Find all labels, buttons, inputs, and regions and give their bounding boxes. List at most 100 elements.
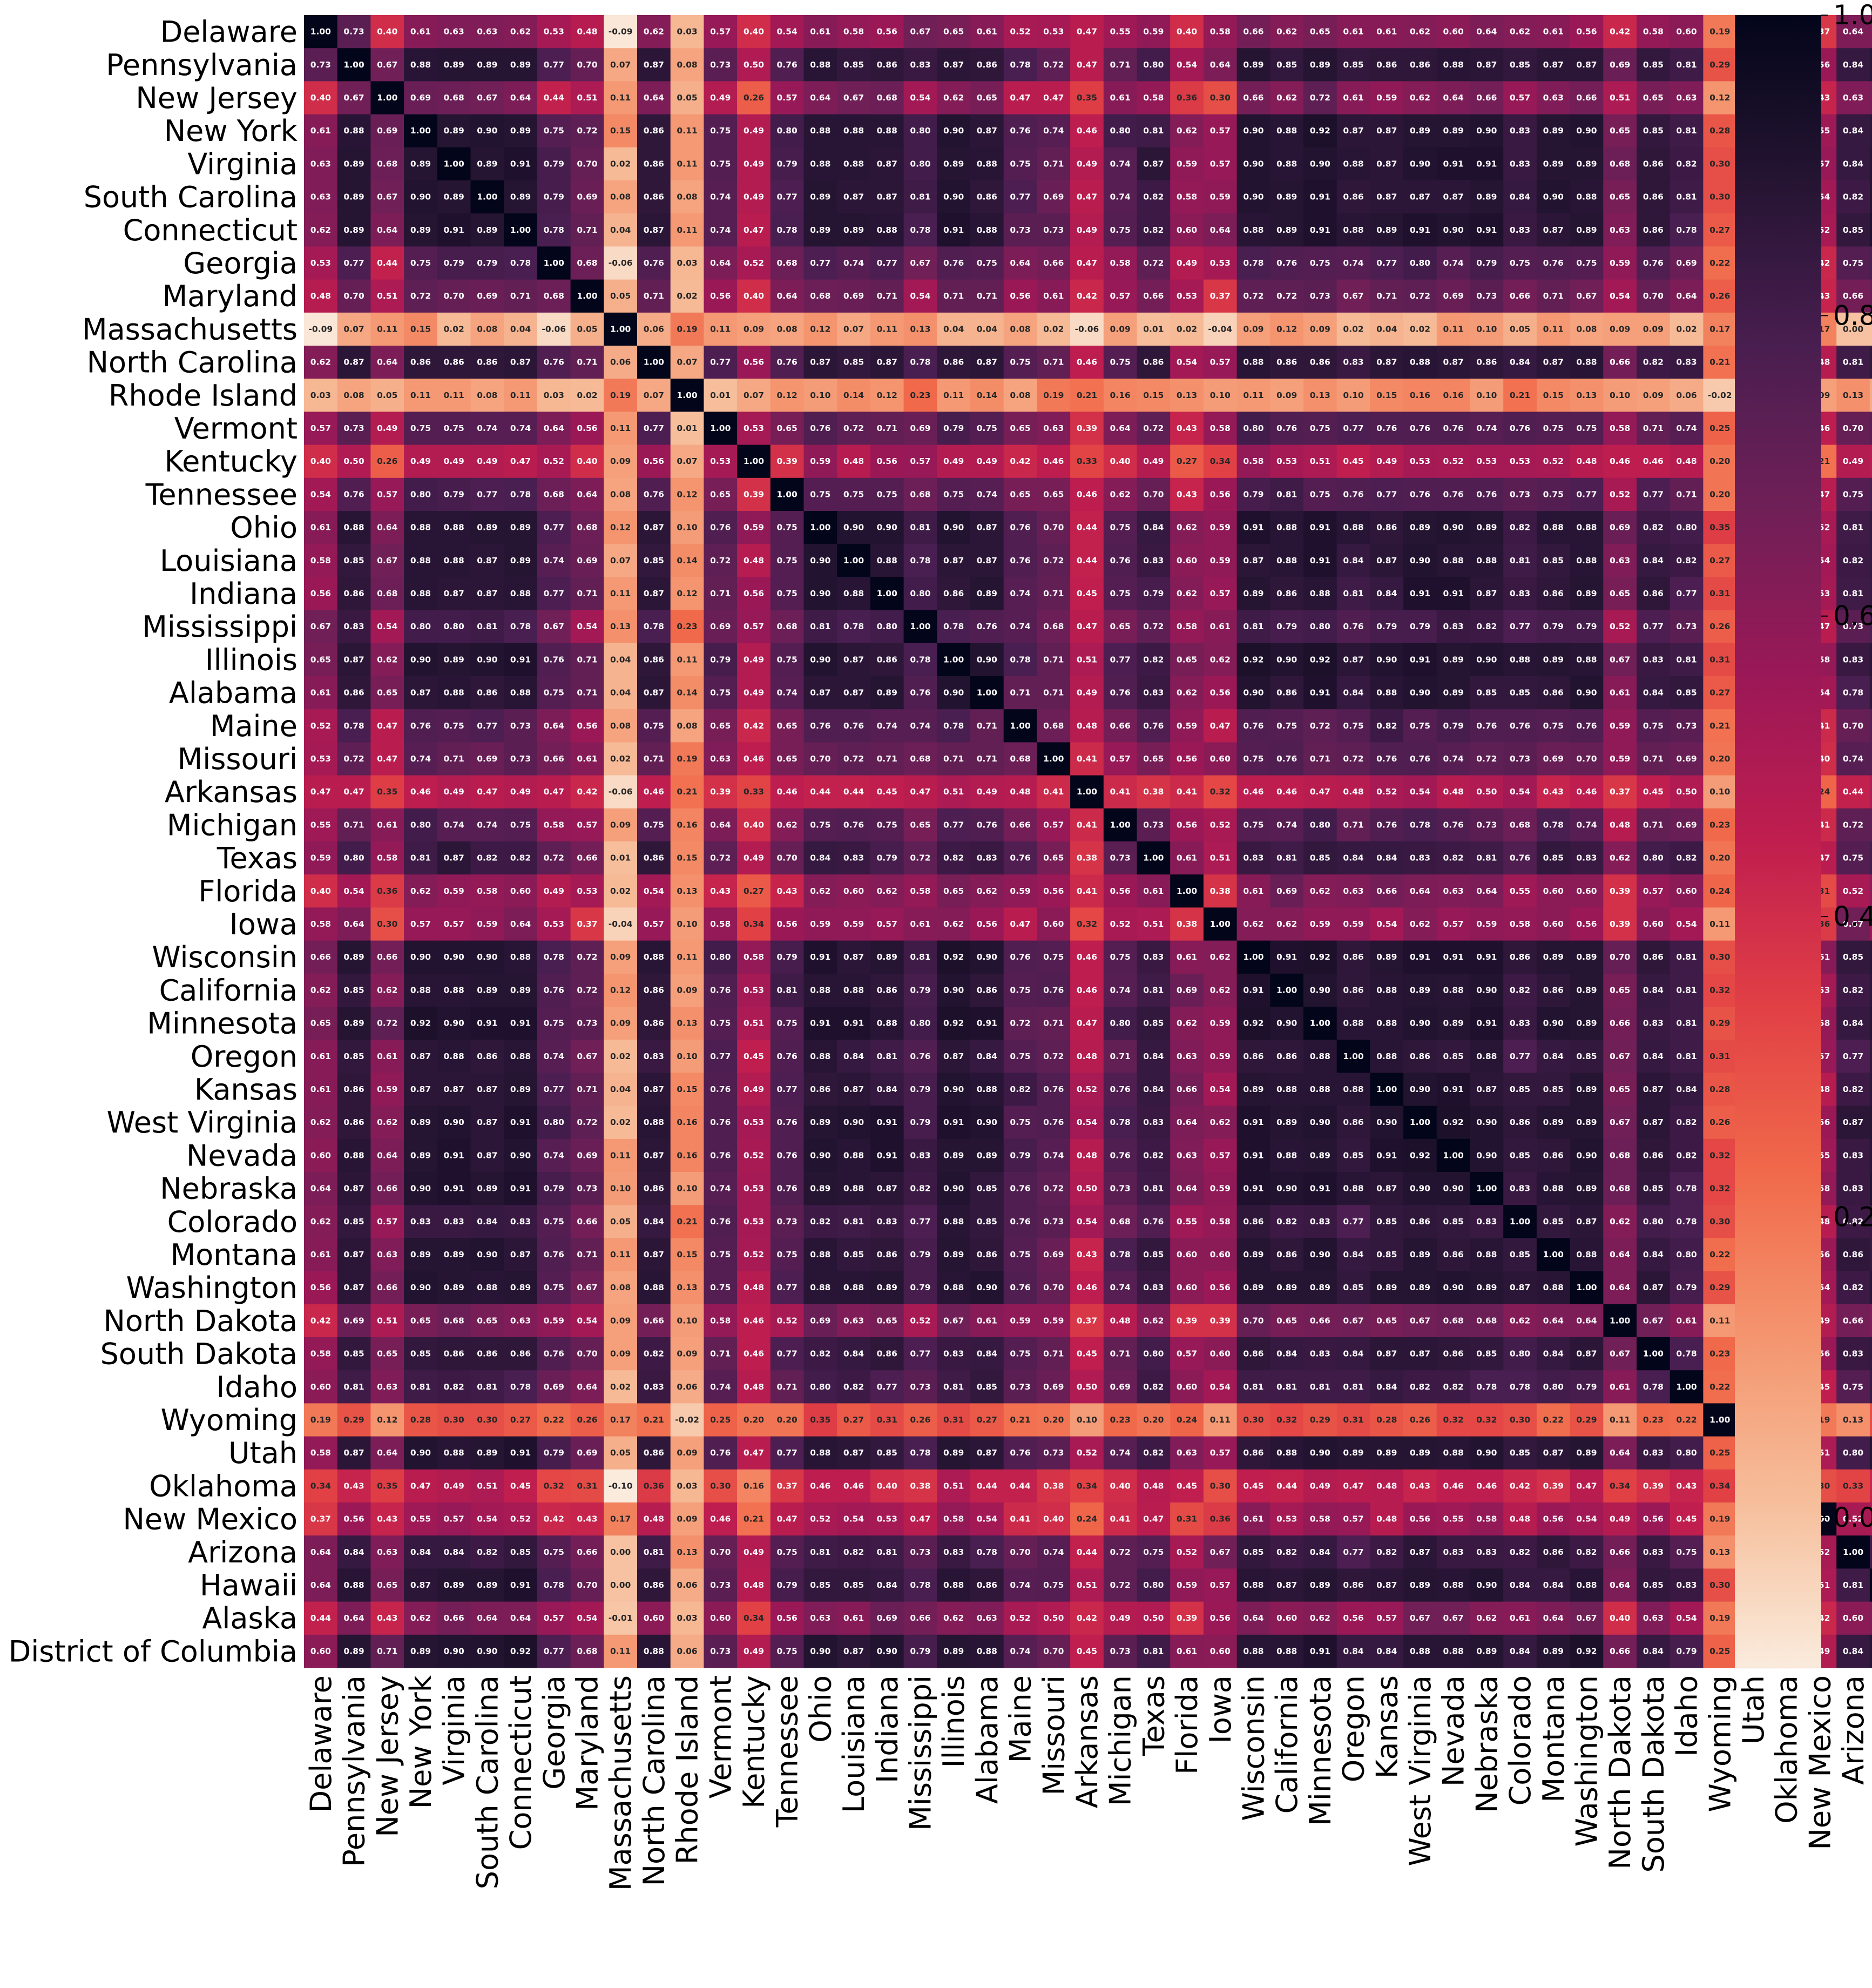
cell-value-label: 0.87: [1476, 589, 1497, 598]
cell-value-label: 0.53: [744, 985, 764, 995]
cell-value-label: 0.56: [777, 919, 798, 929]
cell-value-label: 0.76: [710, 1117, 731, 1127]
cell-value-label: 0.51: [377, 1316, 397, 1325]
cell-value-label: 0.81: [1510, 556, 1530, 565]
cell-value-label: 0.08: [1010, 324, 1030, 334]
cell-value-label: 0.56: [577, 721, 597, 731]
cell-value-label: 0.77: [1643, 622, 1664, 631]
cell-value-label: 0.56: [744, 358, 764, 367]
heatmap-cell: [1470, 48, 1504, 82]
cell-value-label: 0.69: [1676, 258, 1697, 268]
cell-value-label: 0.58: [843, 27, 864, 37]
cell-value-label: 0.85: [343, 1349, 364, 1359]
cell-value-label: 0.04: [610, 225, 631, 235]
cell-value-label: 0.72: [1410, 291, 1430, 301]
cell-value-label: 0.47: [477, 787, 497, 797]
heatmap-cell: [670, 147, 704, 181]
column-label-utah: Utah: [1736, 1675, 1770, 1744]
cell-value-label: 0.82: [1443, 1382, 1464, 1392]
cell-value-label: 0.88: [843, 1150, 864, 1160]
cell-value-label: 0.88: [1543, 1283, 1564, 1292]
cell-value-label: 0.75: [1243, 820, 1263, 830]
cell-value-label: 0.84: [1843, 126, 1863, 136]
cell-value-label: 0.80: [910, 1019, 930, 1028]
cell-value-label: 0.89: [1576, 1117, 1597, 1127]
cell-value-label: 0.20: [1709, 754, 1730, 764]
row-label-delaware: Delaware: [160, 15, 298, 49]
cell-value-label: 0.71: [777, 1382, 798, 1392]
cell-value-label: 0.90: [1276, 1019, 1297, 1028]
cell-value-label: 0.76: [1543, 258, 1564, 268]
cell-value-label: 0.09: [1643, 390, 1664, 400]
cell-value-label: 0.87: [343, 655, 364, 664]
cell-value-label: 0.89: [943, 1448, 964, 1458]
cell-value-label: 0.87: [444, 1084, 464, 1094]
cell-value-label: 0.58: [744, 952, 764, 962]
cell-value-label: 0.82: [1843, 1283, 1863, 1292]
cell-value-label: 0.87: [510, 1250, 531, 1259]
cell-value-label: 0.46: [1077, 489, 1097, 499]
cell-value-label: 0.03: [677, 1613, 697, 1623]
cell-value-label: 0.28: [410, 1415, 431, 1425]
cell-value-label: 0.78: [644, 622, 664, 631]
cell-value-label: 0.63: [1177, 1052, 1197, 1061]
cell-value-label: 1.00: [1310, 1019, 1330, 1028]
cell-value-label: 0.06: [644, 324, 664, 334]
heatmap-cell: [604, 180, 638, 214]
cell-value-label: 0.49: [377, 423, 397, 433]
cell-value-label: 0.86: [877, 985, 897, 995]
heatmap-cell: [737, 15, 771, 49]
cell-value-label: 0.08: [610, 721, 631, 731]
cell-value-label: 0.88: [977, 225, 997, 235]
cell-value-label: 0.82: [1010, 1084, 1030, 1094]
cell-value-label: 0.10: [1476, 324, 1497, 334]
cell-value-label: 0.89: [477, 60, 497, 70]
cell-value-label: 0.05: [377, 390, 397, 400]
cell-value-label: 0.87: [943, 1052, 964, 1061]
cell-value-label: 0.87: [843, 688, 864, 698]
cell-value-label: 0.82: [1643, 358, 1664, 367]
cell-value-label: 0.88: [343, 523, 364, 533]
cell-value-label: 1.00: [943, 655, 964, 664]
cell-value-label: 0.59: [477, 919, 497, 929]
cell-value-label: 0.85: [1510, 1448, 1530, 1458]
cell-value-label: 0.71: [1310, 754, 1330, 764]
heatmap-cell: [537, 15, 571, 49]
cell-value-label: 0.87: [877, 159, 897, 169]
cell-value-label: 0.89: [510, 985, 531, 995]
heatmap-cell: [1836, 15, 1870, 49]
cell-value-label: 0.88: [1576, 358, 1597, 367]
cell-value-label: 0.48: [577, 27, 597, 37]
cell-value-label: 0.58: [310, 556, 331, 565]
cell-value-label: 0.74: [1443, 258, 1464, 268]
cell-value-label: 0.73: [1510, 489, 1530, 499]
cell-value-label: 0.78: [1510, 1382, 1530, 1392]
cell-value-label: 0.20: [744, 1415, 764, 1425]
cell-value-label: 0.83: [1843, 1150, 1863, 1160]
cell-value-label: 0.78: [1243, 258, 1263, 268]
cell-value-label: 0.64: [1177, 1184, 1197, 1194]
cell-value-label: 0.64: [1210, 225, 1231, 235]
cell-value-label: 0.78: [343, 721, 364, 731]
cell-value-label: 0.33: [1077, 456, 1097, 466]
cell-value-label: 0.47: [1010, 919, 1030, 929]
cell-value-label: 0.67: [577, 1283, 597, 1292]
cell-value-label: 0.78: [544, 1580, 564, 1590]
cell-value-label: 0.49: [744, 1547, 764, 1557]
cell-value-label: 0.68: [444, 1316, 464, 1325]
cell-value-label: 0.58: [1110, 258, 1131, 268]
cell-value-label: 0.85: [1510, 1250, 1530, 1259]
cell-value-label: 0.85: [1143, 1250, 1164, 1259]
cell-value-label: 0.85: [1376, 1250, 1397, 1259]
cell-value-label: 0.82: [1510, 985, 1530, 995]
heatmap-cell: [304, 147, 338, 181]
cell-value-label: 0.73: [1476, 291, 1497, 301]
cell-value-label: 0.62: [310, 358, 331, 367]
cell-value-label: 0.70: [1643, 291, 1664, 301]
cell-value-label: 0.75: [1543, 423, 1564, 433]
cell-value-label: 0.65: [1043, 489, 1064, 499]
cell-value-label: 0.64: [777, 291, 798, 301]
cell-value-label: 0.01: [677, 423, 697, 433]
cell-value-label: 1.00: [1376, 1084, 1397, 1094]
cell-value-label: 0.72: [577, 985, 597, 995]
